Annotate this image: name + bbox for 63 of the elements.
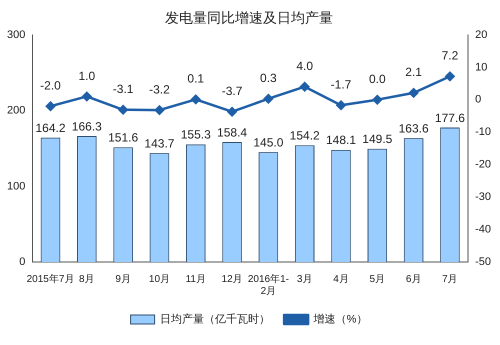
legend-label: 增速（%） — [312, 312, 368, 326]
x-tick-label: 11月 — [186, 274, 206, 285]
point — [46, 101, 56, 111]
x-tick-label: 10月 — [148, 274, 170, 285]
x-tick-label: 4月 — [333, 274, 349, 285]
y2-tick-label: 0 — [475, 94, 482, 106]
data-label: 143.7 — [144, 136, 175, 150]
point — [118, 105, 128, 115]
data-label: 0.1 — [187, 72, 204, 86]
y-tick-label: 0 — [19, 256, 26, 268]
data-label: 166.3 — [72, 119, 102, 134]
data-label: -3.1 — [112, 82, 134, 96]
data-label: -3.7 — [222, 84, 243, 98]
y2-tick-label: 20 — [475, 28, 488, 41]
point — [300, 82, 310, 92]
chart-title: 发电量同比增速及日均产量 — [165, 9, 333, 26]
x-tick-label: 6月 — [406, 274, 422, 285]
y2-tick-label: -40 — [475, 224, 492, 236]
data-label: -1.7 — [330, 78, 352, 92]
data-label: -2.0 — [40, 78, 62, 93]
data-label: -3.2 — [149, 82, 170, 96]
data-label: 2.1 — [405, 65, 422, 80]
x-tick-label: 8月 — [79, 274, 95, 285]
x-tick-label: 7月 — [442, 274, 458, 285]
y2-tick-label: -30 — [475, 191, 492, 204]
y2-tick-label: -50 — [475, 256, 492, 268]
x-tick-label: 2015年7月 — [26, 272, 74, 285]
data-label: 163.6 — [398, 121, 429, 136]
point — [264, 94, 274, 104]
point — [191, 94, 201, 104]
data-label: 154.2 — [290, 128, 320, 143]
x-tick-label: 3月 — [296, 274, 312, 285]
data-label: 177.6 — [434, 110, 466, 125]
point — [154, 105, 164, 115]
x-tick-label: 5月 — [370, 274, 386, 285]
y-tick-label: 100 — [6, 180, 26, 192]
data-label: 151.6 — [108, 130, 138, 144]
y-tick-label: 300 — [6, 28, 26, 41]
point — [408, 88, 418, 98]
point — [82, 92, 92, 102]
point — [336, 100, 346, 110]
y2-tick-label: 10 — [475, 61, 488, 74]
data-label: 4.0 — [296, 59, 314, 74]
x-tick-label: 2016年1- 2月 — [248, 272, 289, 297]
x-tick-label: 12月 — [222, 274, 243, 285]
x-tick-label: 9月 — [115, 274, 131, 285]
data-label: 0.3 — [260, 71, 278, 86]
data-label: 1.0 — [78, 68, 96, 83]
data-label: 0.0 — [368, 72, 386, 86]
point — [227, 106, 237, 116]
data-label: 148.1 — [326, 133, 356, 148]
data-label: 155.3 — [180, 128, 212, 142]
data-label: 145.0 — [253, 136, 284, 150]
y2-tick-label: -10 — [475, 126, 492, 138]
legend-label: 日均产量（亿千瓦时） — [160, 312, 270, 326]
data-label: 7.2 — [442, 48, 459, 63]
data-label: 158.4 — [217, 125, 248, 140]
y-tick-label: 200 — [6, 104, 26, 117]
y2-tick-label: -20 — [475, 158, 492, 171]
point — [445, 72, 455, 82]
point — [372, 94, 382, 104]
data-label: 149.5 — [362, 132, 393, 146]
data-label: 164.2 — [35, 120, 66, 135]
